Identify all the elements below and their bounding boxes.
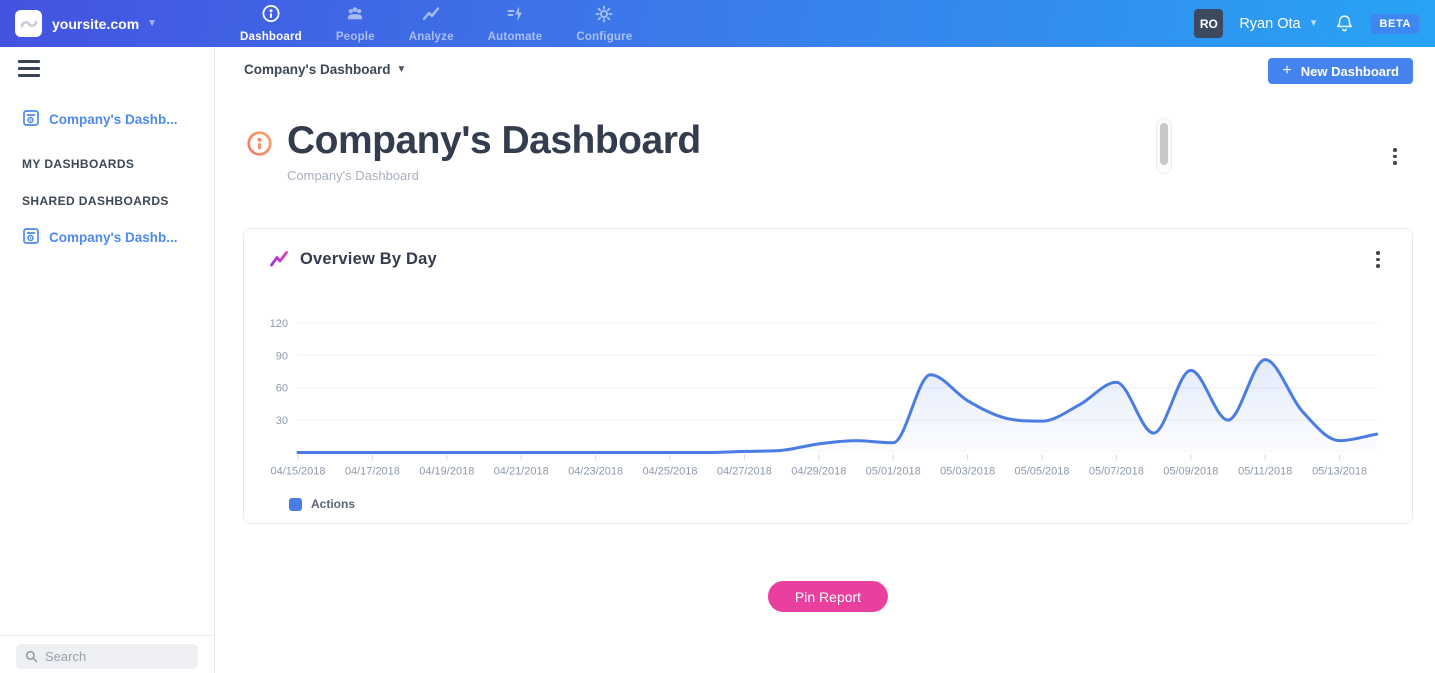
sidebar-item-label: Company's Dashb... (49, 230, 178, 245)
nav-label: People (335, 31, 375, 43)
report-options-kebab-menu[interactable] (1372, 247, 1384, 272)
nav-right-cluster: RO Ryan Ota ▼ BETA (1194, 9, 1435, 38)
avatar[interactable]: RO (1194, 9, 1224, 38)
svg-text:05/01/2018: 05/01/2018 (866, 466, 921, 478)
chevron-down-icon: ▼ (396, 64, 407, 75)
dashboard-report-icon (22, 227, 40, 248)
svg-text:05/09/2018: 05/09/2018 (1163, 466, 1218, 478)
page-subtitle: Company's Dashboard (287, 168, 419, 183)
svg-text:04/19/2018: 04/19/2018 (419, 466, 474, 478)
svg-text:04/29/2018: 04/29/2018 (791, 466, 846, 478)
new-dashboard-label: New Dashboard (1300, 63, 1399, 79)
gear-icon (594, 4, 614, 29)
notifications-bell-icon[interactable] (1334, 13, 1355, 34)
dashboard-selector-breadcrumb[interactable]: Company's Dashboard ▼ (244, 62, 406, 77)
beta-badge: BETA (1371, 13, 1419, 34)
sidebar: Company's Dashb... MY DASHBOARDS SHARED … (0, 47, 215, 673)
report-card-overview-by-day: Overview By Day 30 60 90 120 04/15/2018 04/17… (243, 228, 1413, 524)
svg-text:60: 60 (276, 383, 288, 395)
chevron-down-icon: ▼ (147, 18, 158, 29)
svg-text:04/23/2018: 04/23/2018 (568, 466, 623, 478)
svg-text:05/11/2018: 05/11/2018 (1238, 466, 1292, 478)
chevron-down-icon[interactable]: ▼ (1308, 18, 1319, 29)
page-title: Company's Dashboard (287, 119, 701, 162)
svg-text:04/27/2018: 04/27/2018 (717, 466, 772, 478)
line-chart: 30 60 90 120 04/15/2018 04/17/2018 04/19/2018 0… (270, 318, 1379, 478)
automation-icon (505, 4, 525, 29)
people-icon (345, 4, 365, 29)
scrollbar-thumb[interactable] (1160, 123, 1168, 165)
nav-label: Configure (576, 31, 633, 43)
pin-report-button[interactable]: Pin Report (767, 581, 889, 612)
nav-item-people[interactable]: People (336, 4, 375, 43)
nav-label: Analyze (408, 31, 454, 43)
breadcrumb-label: Company's Dashboard (244, 62, 391, 77)
nav-item-dashboard[interactable]: Dashboard (240, 4, 302, 43)
report-title: Overview By Day (300, 250, 437, 268)
svg-text:120: 120 (270, 318, 288, 330)
svg-text:04/21/2018: 04/21/2018 (494, 466, 549, 478)
svg-text:05/05/2018: 05/05/2018 (1014, 466, 1069, 478)
nav-item-analyze[interactable]: Analyze (409, 4, 454, 43)
plus-icon: + (1282, 61, 1292, 79)
new-dashboard-button[interactable]: + New Dashboard (1268, 58, 1413, 84)
main-content: Company's Dashboard ▼ + New Dashboard Co… (215, 47, 1435, 673)
gauge-icon (261, 4, 281, 29)
svg-text:04/25/2018: 04/25/2018 (642, 466, 697, 478)
dashboard-options-kebab-menu[interactable] (1389, 144, 1401, 169)
sidebar-item-shared-dashboard[interactable]: Company's Dashb... (22, 227, 178, 248)
svg-text:05/13/2018: 05/13/2018 (1312, 466, 1367, 478)
site-switcher[interactable]: yoursite.com ▼ (0, 10, 222, 37)
user-name[interactable]: Ryan Ota (1239, 15, 1301, 32)
legend-swatch (289, 497, 302, 511)
nav-item-configure[interactable]: Configure (576, 4, 632, 43)
trend-icon (421, 4, 441, 29)
search-icon (24, 649, 39, 664)
legend-item-actions[interactable]: Actions (289, 497, 355, 511)
dashboard-report-icon (22, 109, 40, 130)
svg-text:90: 90 (276, 350, 288, 362)
brand-logo-icon (15, 10, 42, 37)
top-nav-bar: yoursite.com ▼ Dashboard (0, 0, 1435, 47)
search-input[interactable] (45, 649, 185, 664)
legend-label: Actions (311, 497, 356, 511)
svg-text:30: 30 (276, 415, 288, 427)
sidebar-section-shared-dashboards: SHARED DASHBOARDS (22, 194, 169, 208)
sidebar-divider (0, 635, 214, 636)
dashboard-gauge-icon (246, 130, 273, 162)
svg-text:04/15/2018: 04/15/2018 (270, 466, 325, 478)
sidebar-item-pinned-dashboard[interactable]: Company's Dashb... (22, 109, 178, 130)
sidebar-section-my-dashboards: MY DASHBOARDS (22, 157, 135, 171)
scrollbar-track (1156, 118, 1172, 174)
sidebar-item-label: Company's Dashb... (49, 112, 178, 127)
line-chart-icon (268, 248, 290, 275)
svg-text:05/07/2018: 05/07/2018 (1089, 466, 1144, 478)
nav-label: Automate (487, 31, 543, 43)
primary-nav: Dashboard People Analyze (222, 4, 632, 43)
svg-text:05/03/2018: 05/03/2018 (940, 466, 995, 478)
sidebar-search (16, 644, 198, 669)
nav-label: Dashboard (240, 31, 302, 43)
site-name: yoursite.com (52, 15, 140, 32)
hamburger-menu-icon[interactable] (18, 60, 40, 81)
nav-item-automate[interactable]: Automate (488, 4, 543, 43)
svg-text:04/17/2018: 04/17/2018 (345, 466, 400, 478)
